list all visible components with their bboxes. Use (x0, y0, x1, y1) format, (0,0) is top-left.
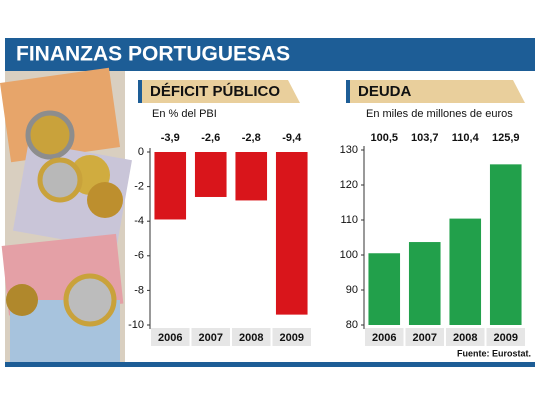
money-image (0, 67, 132, 363)
chart-title: DÉFICIT PÚBLICO (150, 82, 280, 100)
x-tick-label: 2007 (413, 332, 437, 344)
y-tick-label: -4 (134, 215, 144, 227)
category-box (232, 328, 271, 346)
title-tab (142, 80, 300, 103)
y-tick-label: 100 (340, 249, 358, 261)
value-label: 103,7 (411, 132, 439, 144)
y-tick-label: 110 (340, 214, 358, 226)
y-tick-label: -8 (134, 284, 144, 296)
bar (194, 152, 227, 197)
bar (235, 152, 268, 201)
category-box (446, 328, 485, 346)
y-tick-label: -10 (128, 319, 144, 331)
source: Fuente: Eurostat. (457, 348, 531, 358)
x-tick-label: 2007 (199, 332, 223, 344)
value-label: 100,5 (370, 132, 398, 144)
y-tick-label: 90 (346, 284, 358, 296)
y-tick-label: -6 (134, 250, 144, 262)
footer-bar (5, 362, 535, 367)
y-tick-label: -2 (134, 181, 144, 193)
title-tab-mark (346, 80, 350, 103)
x-tick-label: 2008 (239, 332, 263, 344)
category-box (486, 328, 525, 346)
title-tab-mark (138, 80, 142, 103)
header-title: FINANZAS PORTUGUESAS (16, 43, 290, 66)
bar (449, 218, 482, 325)
category-box (272, 328, 311, 346)
y-tick-label: 80 (346, 319, 358, 331)
value-label: -9,4 (282, 132, 302, 144)
bar (275, 152, 308, 315)
x-tick-label: 2006 (158, 332, 182, 344)
value-label: 125,9 (492, 132, 520, 144)
x-tick-label: 2006 (372, 332, 396, 344)
category-box (191, 328, 230, 346)
value-label: -2,8 (242, 132, 261, 144)
chart-subtitle: En % del PBI (152, 108, 217, 120)
y-tick-label: 130 (340, 144, 358, 156)
chart-title: DEUDA (358, 83, 412, 100)
x-tick-label: 2009 (494, 332, 518, 344)
bar (154, 152, 187, 220)
x-tick-label: 2009 (280, 332, 304, 344)
x-tick-label: 2008 (453, 332, 477, 344)
chart-subtitle: En miles de millones de euros (366, 108, 513, 120)
y-tick-label: 0 (138, 146, 144, 158)
category-box (405, 328, 444, 346)
value-label: -2,6 (201, 132, 220, 144)
value-label: -3,9 (161, 132, 180, 144)
header-bar (5, 38, 535, 71)
value-label: 110,4 (452, 132, 480, 144)
bar (368, 253, 401, 325)
bar (408, 242, 441, 325)
category-box (365, 328, 404, 346)
y-tick-label: 120 (340, 179, 358, 191)
title-tab (350, 80, 525, 103)
category-box (151, 328, 190, 346)
bar (489, 164, 522, 325)
